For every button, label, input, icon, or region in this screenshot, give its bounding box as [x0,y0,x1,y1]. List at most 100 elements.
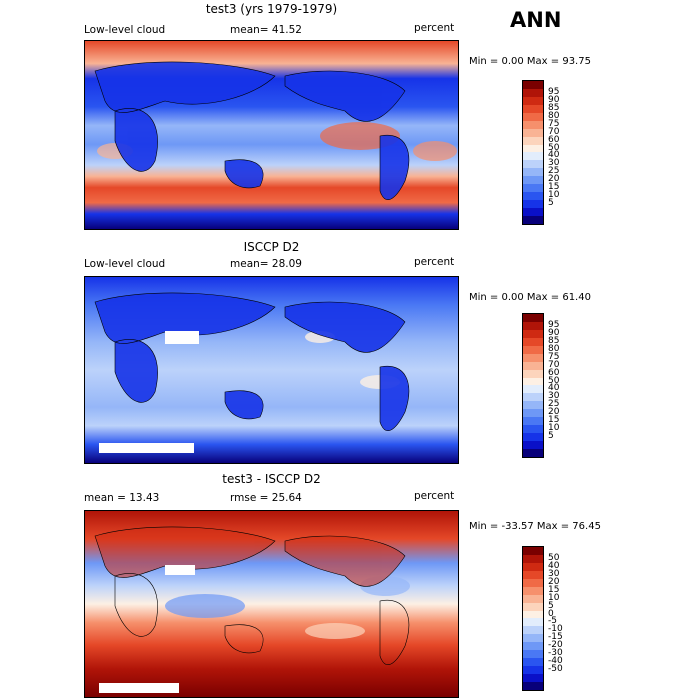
colorbar-swatch [523,425,543,434]
colorbar-swatch [523,448,543,457]
colorbar-tick-label: -10 [548,624,563,635]
panel-2-variable-label: Low-level cloud [84,258,166,270]
colorbar-tick-label: 30 [548,158,560,169]
colorbar-swatch [523,88,543,97]
colorbar-tick-label: 5 [548,198,554,209]
colorbar-tick-label: 80 [548,343,560,354]
colorbar-tick-label: 85 [548,102,560,113]
panel-3-minmax: Min = -33.57 Max = 76.45 [469,521,601,532]
colorbar-tick-label: -40 [548,656,563,667]
colorbar-swatch [523,184,543,193]
panel-2-colorbar [522,313,544,458]
colorbar-tick-label: -15 [548,632,563,643]
colorbar-swatch [523,586,543,595]
colorbar-swatch [523,96,543,105]
colorbar-tick-label: 95 [548,319,560,330]
panel-2-colorbar-ticks: 95 90 85 80 75 70 60 50 40 30 25 20 15 10 5 [548,313,578,456]
colorbar-swatch [523,674,543,682]
panel-1-colorbar [522,80,544,225]
colorbar-tick-label: 20 [548,576,560,587]
colorbar-swatch [523,401,543,410]
colorbar-swatch [523,547,543,555]
colorbar-swatch [523,215,543,224]
colorbar-swatch [523,681,543,690]
colorbar-swatch [523,369,543,378]
colorbar-tick-label: 30 [548,391,560,402]
colorbar-tick-label: 0 [548,608,554,619]
panel-3-rmse-label: rmse = 25.64 [230,492,302,504]
panel-3-units-label: percent [414,490,455,502]
colorbar-swatch [523,120,543,129]
colorbar-tick-label: -50 [548,664,563,675]
panel-3-colorbar-ticks: 50 40 30 20 15 10 5 0 -5 -10 -15 -20 -30 -40 -50 [548,546,578,689]
colorbar-swatch [523,570,543,579]
colorbar-swatch [523,578,543,587]
panel-3-map [84,510,459,698]
colorbar-swatch [523,208,543,216]
colorbar-swatch [523,192,543,201]
colorbar-swatch [523,104,543,113]
colorbar-swatch [523,409,543,418]
colorbar-tick-label: 5 [548,431,554,442]
colorbar-swatch [523,602,543,611]
colorbar-swatch [523,441,543,449]
colorbar-tick-label: 30 [548,568,560,579]
colorbar-swatch [523,433,543,441]
colorbar-swatch [523,650,543,659]
colorbar-tick-label: 40 [548,383,560,394]
colorbar-tick-label: 10 [548,423,560,434]
colorbar-tick-label: 50 [548,552,560,563]
colorbar-swatch [523,152,543,161]
colorbar-tick-label: 25 [548,399,560,410]
colorbar-swatch [523,337,543,346]
colorbar-tick-label: 50 [548,142,560,153]
panel-2-minmax: Min = 0.00 Max = 61.40 [469,292,591,303]
colorbar-tick-label: 10 [548,190,560,201]
colorbar-tick-label: 20 [548,407,560,418]
colorbar-swatch [523,626,543,635]
colorbar-tick-label: 75 [548,118,560,129]
colorbar-swatch [523,634,543,643]
colorbar-tick-label: 90 [548,94,560,105]
colorbar-tick-label: 15 [548,182,560,193]
colorbar-swatch [523,393,543,402]
colorbar-swatch [523,353,543,362]
colorbar-swatch [523,417,543,426]
panel-3-mean-label: mean = 13.43 [84,492,160,504]
colorbar-tick-label: 15 [548,415,560,426]
colorbar-swatch [523,128,543,137]
season-label: ANN [510,8,562,32]
colorbar-tick-label: 70 [548,359,560,370]
colorbar-swatch [523,554,543,563]
colorbar-tick-label: 50 [548,375,560,386]
panel-2-mean-label: mean= 28.09 [230,258,302,270]
panel-1-units-label: percent [414,22,455,34]
colorbar-swatch [523,112,543,121]
colorbar-swatch [523,329,543,338]
colorbar-swatch [523,377,543,386]
panel-1-mean-label: mean= 41.52 [230,24,302,36]
colorbar-tick-label: 60 [548,134,560,145]
colorbar-tick-label: 95 [548,86,560,97]
panel-1-minmax: Min = 0.00 Max = 93.75 [469,56,591,67]
colorbar-swatch [523,642,543,651]
colorbar-swatch [523,176,543,185]
colorbar-swatch [523,168,543,177]
colorbar-swatch [523,136,543,145]
colorbar-tick-label: -30 [548,648,563,659]
colorbar-tick-label: 90 [548,327,560,338]
colorbar-swatch [523,144,543,153]
colorbar-swatch [523,81,543,89]
colorbar-swatch [523,618,543,627]
panel-2-map-canvas [85,277,458,463]
panel-2-map [84,276,459,464]
colorbar-tick-label: 85 [548,335,560,346]
panel-3-title: test3 - ISCCP D2 [222,472,321,486]
colorbar-swatch [523,610,543,619]
colorbar-tick-label: -5 [548,616,557,627]
panel-2-units-label: percent [414,256,455,268]
panel-1-map-canvas [85,41,458,229]
colorbar-swatch [523,385,543,394]
panel-3-colorbar [522,546,544,691]
panel-2-title: ISCCP D2 [243,240,300,254]
